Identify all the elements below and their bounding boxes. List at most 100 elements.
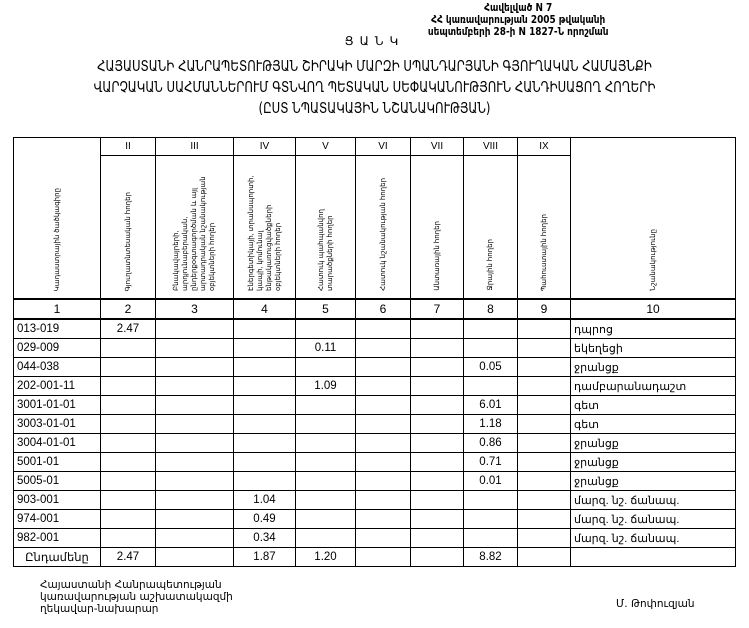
- column-number: 9: [517, 298, 571, 320]
- column-header: Ջրային հողեր: [463, 155, 518, 300]
- area-value: 0.34: [233, 528, 296, 548]
- area-value: [100, 433, 156, 453]
- area-value: [410, 509, 464, 529]
- area-value: [100, 338, 156, 358]
- column-header: Հատուկ նշանակության հողեր: [355, 155, 411, 300]
- area-value: [100, 528, 156, 548]
- purpose: ջրանցք: [570, 471, 736, 491]
- column-number: 3: [155, 298, 234, 320]
- area-value: [233, 452, 296, 472]
- area-value: [410, 433, 464, 453]
- area-value: [410, 357, 464, 377]
- area-value: [100, 490, 156, 510]
- area-value: [233, 338, 296, 358]
- area-value: [517, 452, 571, 472]
- area-value: [410, 414, 464, 434]
- area-value: [463, 338, 518, 358]
- title-line: ՀԱՅԱՍՏԱՆԻ ՀԱՆՐԱՊԵՏՈՒԹՅԱՆ ՇԻՐԱԿԻ ՄԱՐԶԻ ՍՊ…: [97, 57, 652, 75]
- column-header-text: Ջրային հողեր: [487, 239, 494, 291]
- area-value: [463, 376, 518, 396]
- area-value: [155, 452, 234, 472]
- column-header: Բնակավայրերի, արդյունաբերական, ընդերքօգտ…: [155, 155, 234, 300]
- purpose: մարզ. նշ. ճանապ.: [570, 528, 736, 548]
- annex-note: Հավելված N 7 ՀՀ կառավարության 2005 թվակա…: [428, 2, 609, 38]
- column-number: 6: [355, 298, 411, 320]
- purpose: գետ: [570, 414, 736, 434]
- purpose: մարզ. նշ. ճանապ.: [570, 490, 736, 510]
- area-value: 0.71: [463, 452, 518, 472]
- purpose: գետ: [570, 395, 736, 415]
- column-number: 7: [410, 298, 464, 320]
- column-header: Հատուկ պահպանվող տարածքների հողեր: [295, 155, 356, 300]
- area-value: [463, 318, 518, 339]
- cadastral-code: 3003-01-01: [13, 414, 101, 434]
- roman-numeral: VII: [410, 137, 464, 156]
- area-value: [517, 395, 571, 415]
- area-value: [155, 395, 234, 415]
- area-value: 0.05: [463, 357, 518, 377]
- area-value: [155, 528, 234, 548]
- area-value: [233, 471, 296, 491]
- cadastral-code: 3004-01-01: [13, 433, 101, 453]
- area-value: [463, 490, 518, 510]
- purpose: դպրոց: [570, 318, 736, 339]
- column-header: Էներգետիկայի, տրանսպորտի, կապի, կոմունալ…: [233, 155, 296, 300]
- column-header-text: Պահուստային հողեր: [540, 213, 548, 291]
- area-value: [233, 376, 296, 396]
- area-value: [295, 318, 356, 339]
- column-number: 5: [295, 298, 356, 320]
- annex-line: Հավելված N 7: [484, 2, 553, 14]
- total-value: 1.20: [295, 547, 356, 567]
- area-value: [355, 376, 411, 396]
- cadastral-code: 974-001: [13, 509, 101, 529]
- area-value: [355, 338, 411, 358]
- area-value: [355, 318, 411, 339]
- table-row: 202-001-11 1.09 դամբարանադաշտ: [13, 376, 736, 396]
- table-row: 3004-01-01 0.86 ջրանցք: [13, 433, 736, 453]
- column-header-text: Հատուկ պահպանվող տարածքների հողեր: [317, 209, 334, 291]
- area-value: 1.09: [295, 376, 356, 396]
- area-value: [100, 395, 156, 415]
- annex-line: ՀՀ կառավարության 2005 թվականի: [431, 14, 606, 26]
- area-value: [100, 376, 156, 396]
- area-value: [410, 338, 464, 358]
- signatory-position: Հայաստանի Հանրապետության կառավարության ա…: [40, 579, 233, 615]
- area-value: 2.47: [100, 318, 156, 339]
- area-value: [517, 318, 571, 339]
- area-value: [155, 357, 234, 377]
- area-value: [517, 414, 571, 434]
- area-value: 6.01: [463, 395, 518, 415]
- title-line: (ԸՍՏ ՆՊԱՏԱԿԱՅԻՆ ՆՇԱՆԱԿՈՒԹՅԱՆ): [258, 99, 491, 117]
- area-value: [295, 414, 356, 434]
- area-value: [355, 471, 411, 491]
- area-value: [295, 490, 356, 510]
- total-value: 8.82: [463, 547, 518, 567]
- area-value: [517, 376, 571, 396]
- header-row: Գյուղատնտեսական հողեր Բնակավայրերի, արդյո…: [14, 155, 736, 300]
- area-value: [410, 471, 464, 491]
- area-value: [100, 471, 156, 491]
- table-row: 903-001 1.04 մարզ. նշ. ճանապ.: [13, 490, 736, 510]
- table-row: 5001-01 0.71 ջրանցք: [13, 452, 736, 472]
- column-header: Պահուստային հողեր: [517, 155, 571, 300]
- column-header-text: Հատուկ նշանակության հողեր: [379, 178, 387, 291]
- purpose: ջրանցք: [570, 433, 736, 453]
- table-row: 3003-01-01 1.18 գետ: [13, 414, 736, 434]
- land-table: Կադաստրային ծածկագիրը II III IV V VI VII VIII IX…: [13, 137, 736, 567]
- column-number: 10: [570, 298, 736, 320]
- area-value: [410, 452, 464, 472]
- total-value: [155, 547, 234, 567]
- area-value: [295, 395, 356, 415]
- purpose: եկեղեցի: [570, 338, 736, 358]
- area-value: [355, 490, 411, 510]
- cadastral-code: 029-009: [13, 338, 101, 358]
- area-value: [233, 318, 296, 339]
- total-row: Ընդամենը 2.47 1.87 1.20 8.82: [13, 547, 736, 567]
- column-number-row: 1 2 3 4 5 6 7 8 9 10: [13, 298, 736, 320]
- column-header: Անտառային հողեր: [410, 155, 464, 300]
- area-value: [155, 471, 234, 491]
- cadastral-code: 044-038: [13, 357, 101, 377]
- area-value: 1.18: [463, 414, 518, 434]
- area-value: [355, 414, 411, 434]
- column-header: Գյուղատնտեսական հողեր: [100, 155, 156, 300]
